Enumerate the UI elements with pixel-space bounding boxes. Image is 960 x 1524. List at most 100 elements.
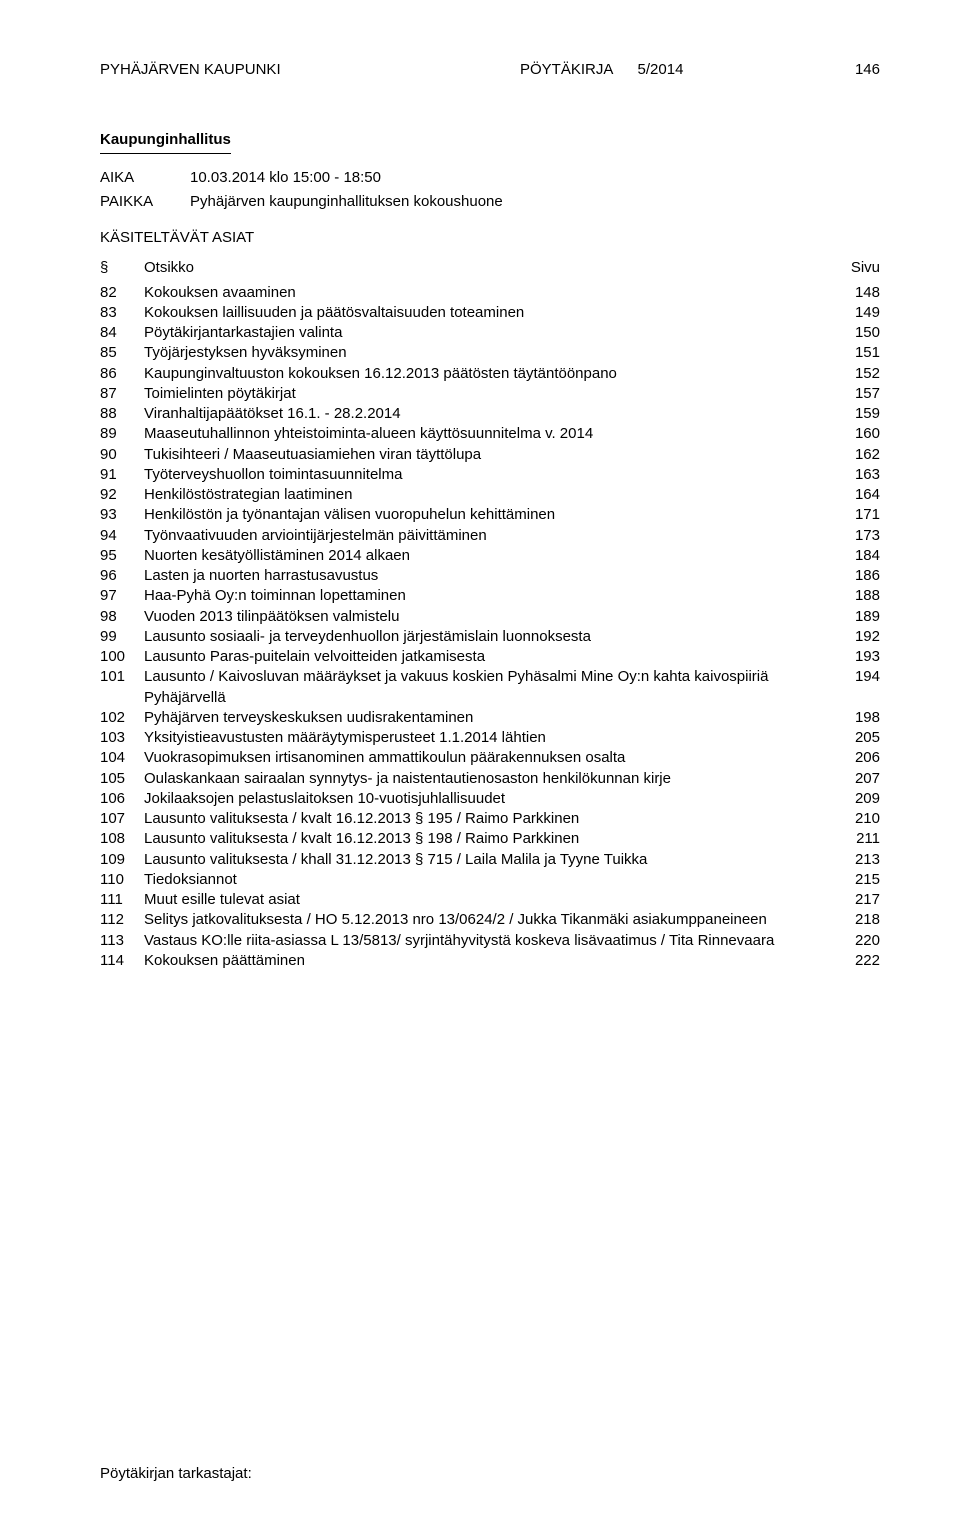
toc-item-page: 193: [824, 647, 880, 667]
toc-item-number: 84: [100, 323, 144, 343]
time-value: 10.03.2014 klo 15:00 - 18:50: [190, 168, 381, 188]
meeting-time-row: AIKA 10.03.2014 klo 15:00 - 18:50: [100, 168, 880, 188]
doc-number: 5/2014: [638, 61, 684, 78]
toc-row: 92Henkilöstöstrategian laatiminen164: [100, 485, 880, 505]
toc-row: 110Tiedoksiannot215: [100, 870, 880, 890]
toc-item-number: 108: [100, 829, 144, 849]
toc-row: 113Vastaus KO:lle riita-asiassa L 13/581…: [100, 931, 880, 951]
toc-item-number: 109: [100, 850, 144, 870]
toc-item-number: 113: [100, 931, 144, 951]
toc-item-number: 87: [100, 384, 144, 404]
toc-item-page: 164: [824, 485, 880, 505]
toc-row: 103Yksityistieavustusten määräytymisperu…: [100, 728, 880, 748]
toc-item-title: Selitys jatkovalituksesta / HO 5.12.2013…: [144, 910, 824, 930]
toc-row: 95Nuorten kesätyöllistäminen 2014 alkaen…: [100, 546, 880, 566]
header-page-number: 146: [820, 60, 880, 80]
toc-row: 111Muut esille tulevat asiat217: [100, 890, 880, 910]
toc-item-page: 209: [824, 789, 880, 809]
toc-item-title: Maaseutuhallinnon yhteistoiminta-alueen …: [144, 424, 824, 444]
toc-item-page: 150: [824, 323, 880, 343]
toc-item-page: 222: [824, 951, 880, 971]
toc-item-title: Lausunto sosiaali- ja terveydenhuollon j…: [144, 627, 824, 647]
toc-item-number: 94: [100, 526, 144, 546]
toc-item-title: Lausunto valituksesta / kvalt 16.12.2013…: [144, 809, 824, 829]
toc-row: 85Työjärjestyksen hyväksyminen151: [100, 343, 880, 363]
toc-row: 84Pöytäkirjantarkastajien valinta150: [100, 323, 880, 343]
toc-item-number: 89: [100, 424, 144, 444]
toc-row: 83Kokouksen laillisuuden ja päätösvaltai…: [100, 303, 880, 323]
doc-type-label: PÖYTÄKIRJA: [520, 61, 613, 78]
toc-item-number: 90: [100, 445, 144, 465]
toc-item-number: 111: [100, 890, 144, 910]
toc-item-title: Tiedoksiannot: [144, 870, 824, 890]
place-value: Pyhäjärven kaupunginhallituksen kokoushu…: [190, 192, 503, 212]
toc-row: 94Työnvaativuuden arviointijärjestelmän …: [100, 526, 880, 546]
toc-row: 100Lausunto Paras-puitelain velvoitteide…: [100, 647, 880, 667]
toc-item-number: 106: [100, 789, 144, 809]
agenda-heading: KÄSITELTÄVÄT ASIAT: [100, 228, 880, 248]
toc-item-number: 104: [100, 748, 144, 768]
toc-row: 99Lausunto sosiaali- ja terveydenhuollon…: [100, 627, 880, 647]
toc-item-page: 151: [824, 343, 880, 363]
toc-item-page: 157: [824, 384, 880, 404]
toc-item-page: 194: [824, 667, 880, 687]
toc-item-page: 159: [824, 404, 880, 424]
toc-item-page: 205: [824, 728, 880, 748]
footer-text: Pöytäkirjan tarkastajat:: [100, 1464, 252, 1484]
toc-row: 88Viranhaltijapäätökset 16.1. - 28.2.201…: [100, 404, 880, 424]
toc-item-page: 163: [824, 465, 880, 485]
body-name: Kaupunginhallitus: [100, 130, 231, 153]
toc-item-title: Jokilaaksojen pelastuslaitoksen 10-vuoti…: [144, 789, 824, 809]
toc-item-title: Nuorten kesätyöllistäminen 2014 alkaen: [144, 546, 824, 566]
toc-item-number: 86: [100, 364, 144, 384]
toc-item-number: 101: [100, 667, 144, 687]
toc-row: 90Tukisihteeri / Maaseutuasiamiehen vira…: [100, 445, 880, 465]
toc-item-page: 152: [824, 364, 880, 384]
toc-item-number: 103: [100, 728, 144, 748]
toc-header-row: § Otsikko Sivu: [100, 258, 880, 278]
meeting-body: Kaupunginhallitus: [100, 130, 880, 167]
toc-item-title: Kokouksen laillisuuden ja päätösvaltaisu…: [144, 303, 824, 323]
toc-row: 91Työterveyshuollon toimintasuunnitelma1…: [100, 465, 880, 485]
toc-item-title: Henkilöstön ja työnantajan välisen vuoro…: [144, 505, 824, 525]
toc-row: 102Pyhäjärven terveyskeskuksen uudisrake…: [100, 708, 880, 728]
header-doc-type: PÖYTÄKIRJA 5/2014: [520, 60, 820, 80]
meeting-place-row: PAIKKA Pyhäjärven kaupunginhallituksen k…: [100, 192, 880, 212]
toc-row: 97Haa-Pyhä Oy:n toiminnan lopettaminen18…: [100, 586, 880, 606]
toc-item-title: Tukisihteeri / Maaseutuasiamiehen viran …: [144, 445, 824, 465]
toc-body: 82Kokouksen avaaminen14883Kokouksen lail…: [100, 283, 880, 972]
toc-item-page: 198: [824, 708, 880, 728]
toc-item-number: 102: [100, 708, 144, 728]
toc-item-number: 97: [100, 586, 144, 606]
toc-row: 107Lausunto valituksesta / kvalt 16.12.2…: [100, 809, 880, 829]
toc-item-title: Työnvaativuuden arviointijärjestelmän pä…: [144, 526, 824, 546]
toc-item-title: Kaupunginvaltuuston kokouksen 16.12.2013…: [144, 364, 824, 384]
toc-row: 106Jokilaaksojen pelastuslaitoksen 10-vu…: [100, 789, 880, 809]
toc-item-title: Toimielinten pöytäkirjat: [144, 384, 824, 404]
toc-row: 104Vuokrasopimuksen irtisanominen ammatt…: [100, 748, 880, 768]
toc-item-title: Haa-Pyhä Oy:n toiminnan lopettaminen: [144, 586, 824, 606]
toc-item-page: 186: [824, 566, 880, 586]
toc-row: 87Toimielinten pöytäkirjat157: [100, 384, 880, 404]
toc-item-number: 99: [100, 627, 144, 647]
toc-item-page: 207: [824, 769, 880, 789]
toc-item-page: 220: [824, 931, 880, 951]
toc-item-number: 110: [100, 870, 144, 890]
toc-item-title: Vuokrasopimuksen irtisanominen ammattiko…: [144, 748, 824, 768]
toc-item-title: Henkilöstöstrategian laatiminen: [144, 485, 824, 505]
toc-item-number: 82: [100, 283, 144, 303]
toc-item-number: 100: [100, 647, 144, 667]
toc-row: 98Vuoden 2013 tilinpäätöksen valmistelu1…: [100, 607, 880, 627]
toc-col-page: Sivu: [824, 258, 880, 278]
toc-item-page: 213: [824, 850, 880, 870]
toc-item-title: Lausunto valituksesta / khall 31.12.2013…: [144, 850, 824, 870]
place-label: PAIKKA: [100, 192, 190, 212]
toc-item-number: 96: [100, 566, 144, 586]
toc-item-title: Vastaus KO:lle riita-asiassa L 13/5813/ …: [144, 931, 824, 951]
toc-row: 101Lausunto / Kaivosluvan määräykset ja …: [100, 667, 880, 708]
header-org: PYHÄJÄRVEN KAUPUNKI: [100, 60, 520, 80]
toc-col-title: Otsikko: [144, 258, 824, 278]
toc-item-title: Kokouksen avaaminen: [144, 283, 824, 303]
toc-item-title: Lasten ja nuorten harrastusavustus: [144, 566, 824, 586]
toc-item-page: 173: [824, 526, 880, 546]
